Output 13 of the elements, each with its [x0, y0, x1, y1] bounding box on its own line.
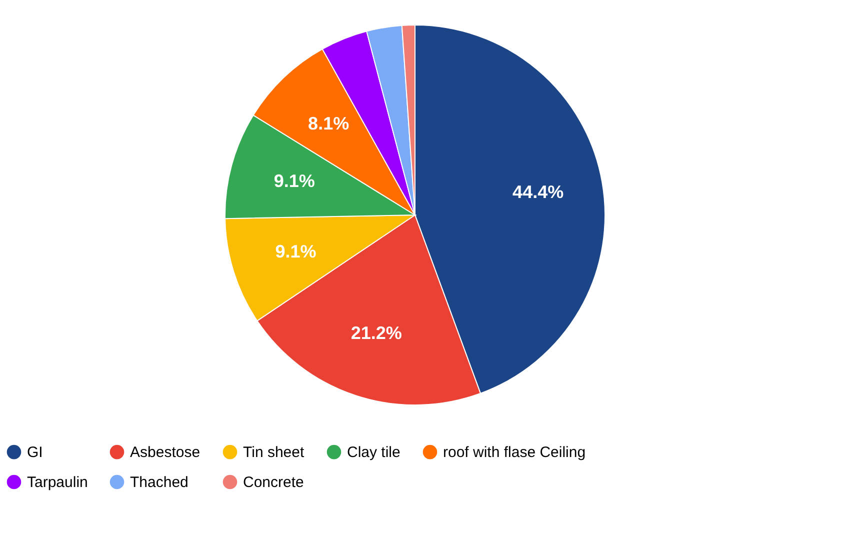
- data-label: 21.2%: [350, 322, 402, 343]
- legend-label: roof with flase Ceiling: [443, 444, 586, 462]
- legend-label: Thached: [130, 474, 188, 491]
- data-label: 8.1%: [308, 114, 350, 134]
- legend-label: Tin sheet: [243, 444, 305, 462]
- data-label: 9.1%: [274, 171, 315, 192]
- legend-label: Concrete: [243, 474, 304, 491]
- legend-label: Tarpaulin: [27, 474, 88, 491]
- data-label: 9.1%: [275, 242, 316, 262]
- legend-label: Clay tile: [347, 444, 400, 462]
- data-label: 44.4%: [512, 182, 564, 202]
- legend-label: GI: [27, 444, 43, 462]
- legend-label: Asbestose: [130, 444, 200, 462]
